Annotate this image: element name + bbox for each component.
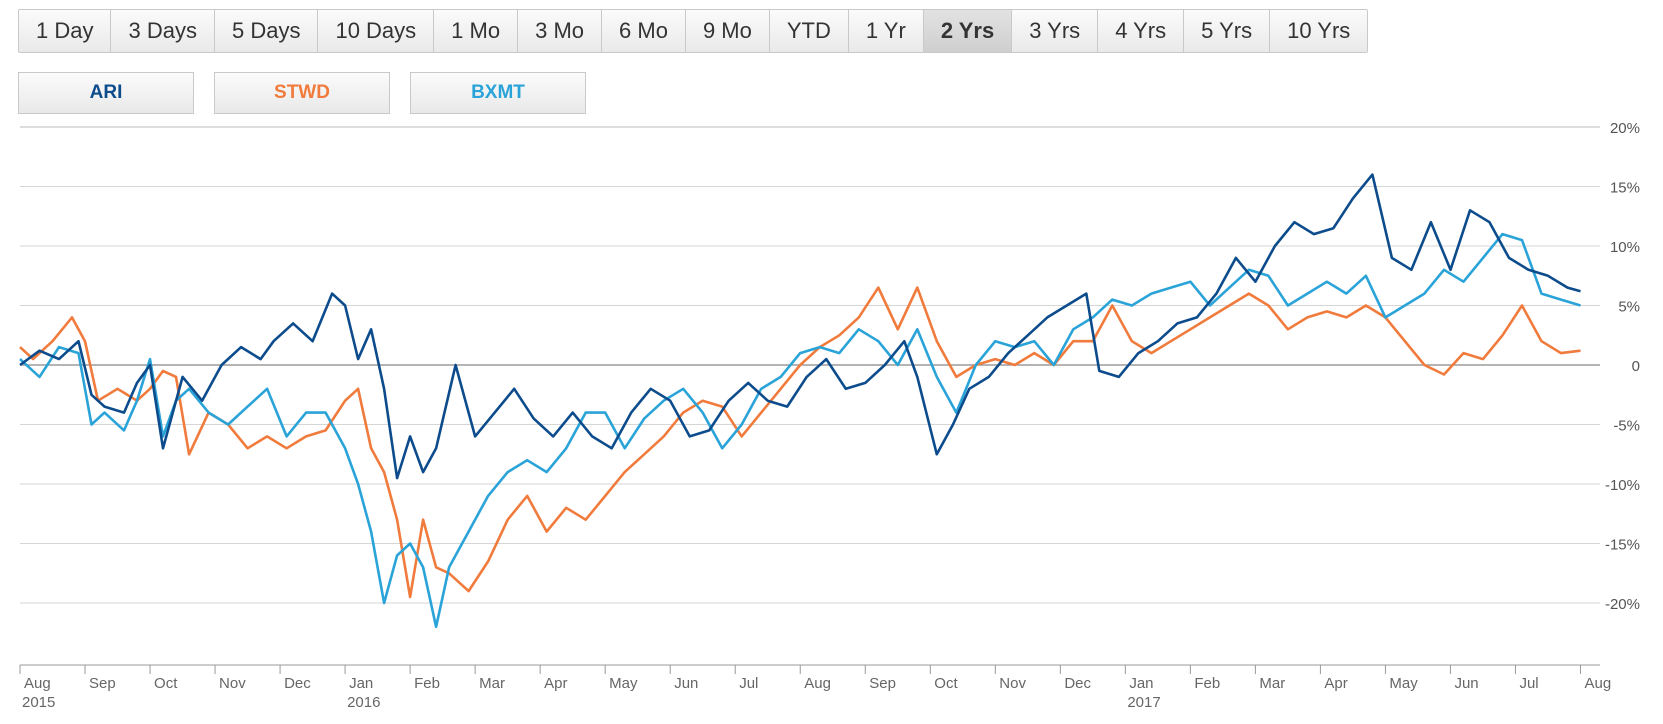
series-line-stwd [19, 286, 1581, 599]
x-tick-label: Mar [479, 675, 505, 692]
x-tick-label: Oct [934, 675, 958, 692]
x-tick-label: Sep [89, 675, 116, 692]
range-6-mo-button[interactable]: 6 Mo [602, 10, 686, 52]
x-tick-label: Apr [1324, 675, 1347, 692]
range-5-days-button[interactable]: 5 Days [214, 10, 319, 52]
y-tick-label: 5% [1618, 299, 1640, 316]
range-3-yrs-button[interactable]: 3 Yrs [1012, 10, 1099, 52]
x-tick-label: Jun [1454, 675, 1478, 692]
x-tick-label: Jan [1129, 675, 1153, 692]
y-tick-label: 20% [1610, 120, 1640, 137]
time-range-selector: 1 Day 3 Days 5 Days 10 Days 1 Mo 3 Mo 6 … [18, 9, 1369, 53]
x-tick-label: Dec [284, 675, 311, 692]
ticker-ari-button[interactable]: ARI [18, 72, 194, 114]
range-1-day-button[interactable]: 1 Day [19, 10, 112, 52]
series-lines [19, 173, 1581, 629]
x-tick-label: Nov [999, 675, 1026, 692]
range-3-days-button[interactable]: 3 Days [111, 10, 215, 52]
ticker-stwd-button[interactable]: STWD [214, 72, 390, 114]
y-tick-label: -20% [1605, 596, 1640, 613]
x-tick-label: Apr [544, 675, 567, 692]
y-axis: 20% 15% 10% 5% 0 -5% -10% -15% -20% [1605, 120, 1640, 613]
y-tick-label: 10% [1610, 239, 1640, 256]
y-tick-label: -15% [1605, 537, 1640, 554]
range-9-mo-button[interactable]: 9 Mo [685, 10, 770, 52]
range-2-yrs-button[interactable]: 2 Yrs [923, 10, 1013, 52]
ticker-bxmt-button[interactable]: BXMT [410, 72, 586, 114]
y-tick-label: -10% [1605, 477, 1640, 494]
range-1-mo-button[interactable]: 1 Mo [434, 10, 519, 52]
x-tick-label: May [1389, 675, 1418, 692]
x-tick-label: Aug [24, 675, 51, 692]
range-1-yr-button[interactable]: 1 Yr [848, 10, 924, 52]
x-tick-label: Sep [869, 675, 896, 692]
x-tick-label: Feb [1194, 675, 1220, 692]
range-10-yrs-button[interactable]: 10 Yrs [1270, 10, 1368, 52]
x-tick-year-label: 2017 [1127, 694, 1160, 711]
range-5-yrs-button[interactable]: 5 Yrs [1184, 10, 1271, 52]
x-tick-label: Aug [804, 675, 831, 692]
x-tick-label: Nov [219, 675, 246, 692]
series-line-ari [19, 173, 1581, 480]
x-tick-label: Jul [1519, 675, 1538, 692]
y-tick-label: 15% [1610, 180, 1640, 197]
range-3-mo-button[interactable]: 3 Mo [518, 10, 603, 52]
range-10-days-button[interactable]: 10 Days [318, 10, 435, 52]
x-tick-label: Dec [1064, 675, 1091, 692]
x-axis: Aug 2015 Sep Oct Nov Dec Jan 2016 Feb Mar Apr May Ju… [19, 664, 1611, 711]
x-tick-label: Jan [349, 675, 373, 692]
y-tick-label: 0 [1632, 358, 1640, 375]
x-tick-label: May [609, 675, 638, 692]
x-tick-label: Feb [414, 675, 440, 692]
series-line-bxmt [19, 232, 1581, 629]
x-tick-label: Mar [1259, 675, 1285, 692]
x-tick-year-label: 2015 [22, 694, 55, 711]
x-tick-label: Jun [674, 675, 698, 692]
x-tick-label: Oct [154, 675, 178, 692]
x-tick-label: Jul [739, 675, 758, 692]
y-tick-label: -5% [1613, 418, 1640, 435]
grid-lines [20, 126, 1600, 604]
x-tick-year-label: 2016 [347, 694, 380, 711]
x-tick-label: Aug [1584, 675, 1611, 692]
range-ytd-button[interactable]: YTD [769, 10, 849, 52]
range-4-yrs-button[interactable]: 4 Yrs [1098, 10, 1185, 52]
